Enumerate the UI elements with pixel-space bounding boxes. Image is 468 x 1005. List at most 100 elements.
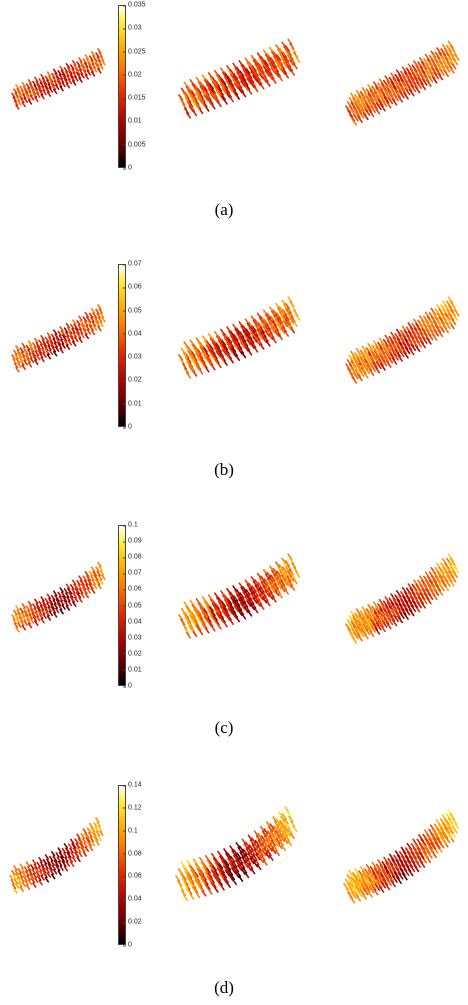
- lattice-strut: [57, 860, 63, 867]
- lattice-strut: [203, 355, 209, 362]
- lattice-strut: [207, 72, 214, 79]
- lattice-strut: [207, 888, 213, 895]
- lattice-strut: [192, 615, 198, 623]
- caption-b: (b): [214, 460, 234, 479]
- lattice-strut: [53, 603, 59, 610]
- lattice-strut: [289, 59, 295, 66]
- lattice-strut: [78, 328, 84, 335]
- lattice-strut: [86, 69, 91, 76]
- lattice-strut: [246, 583, 252, 591]
- lattice-strut: [404, 607, 411, 616]
- lattice-strut: [257, 338, 263, 346]
- lattice-strut: [77, 65, 82, 71]
- lattice-strut: [285, 834, 291, 842]
- lattice-strut: [286, 810, 292, 818]
- lattice-strut: [205, 866, 211, 874]
- lattice-strut: [67, 843, 73, 850]
- lattice-strut: [383, 354, 390, 363]
- lattice-strut: [445, 822, 452, 831]
- colorbar-tick-label: 0.07: [123, 260, 142, 268]
- lattice-strut: [281, 41, 287, 48]
- lattice-strut: [427, 332, 434, 341]
- beam-view-left-d: [9, 817, 104, 894]
- lattice-strut: [87, 320, 92, 326]
- lattice-strut: [56, 856, 62, 863]
- lattice-strut: [259, 343, 265, 350]
- lattice-strut: [25, 861, 31, 868]
- lattice-strut: [74, 327, 79, 334]
- lattice-strut: [55, 598, 61, 605]
- lattice-strut: [254, 858, 260, 866]
- lattice-strut: [442, 575, 449, 583]
- lattice-strut: [268, 576, 274, 583]
- lattice-strut: [221, 610, 227, 617]
- lattice-strut: [64, 70, 70, 77]
- lattice-strut: [254, 579, 260, 586]
- lattice-strut: [78, 315, 83, 322]
- lattice-strut: [33, 863, 38, 870]
- lattice-strut: [22, 346, 28, 353]
- lattice-strut: [185, 605, 191, 613]
- lattice-strut: [85, 575, 91, 581]
- lattice-strut: [250, 326, 256, 334]
- lattice-strut: [278, 811, 284, 818]
- lattice-strut: [188, 610, 195, 618]
- lattice-strut: [367, 618, 374, 627]
- lattice-strut: [38, 350, 43, 356]
- lattice-strut: [268, 322, 274, 330]
- lattice-strut: [14, 613, 19, 620]
- lattice-strut: [281, 557, 287, 565]
- lattice-strut: [244, 318, 250, 326]
- lattice-strut: [69, 584, 75, 590]
- lattice-strut: [264, 53, 270, 61]
- lattice-strut: [191, 99, 197, 106]
- lattice-strut: [390, 331, 397, 340]
- lattice-strut: [274, 572, 280, 579]
- lattice-strut: [272, 816, 278, 823]
- lattice-strut: [235, 841, 241, 849]
- lattice-strut: [427, 74, 434, 83]
- lattice-strut: [429, 588, 435, 596]
- lattice-strut: [220, 67, 226, 75]
- lattice-strut: [402, 341, 408, 349]
- lattice-strut: [186, 875, 192, 883]
- lattice-strut: [186, 372, 192, 379]
- lattice-strut: [412, 847, 419, 855]
- caption-c: (c): [214, 718, 234, 737]
- lattice-strut: [351, 891, 357, 899]
- lattice-strut: [270, 67, 276, 74]
- lattice-strut: [38, 600, 43, 607]
- lattice-strut: [360, 625, 367, 633]
- lattice-strut: [14, 92, 19, 98]
- lattice-strut: [440, 579, 447, 588]
- lattice-strut: [261, 331, 267, 338]
- lattice-strut: [68, 70, 73, 77]
- lattice-strut: [269, 565, 275, 572]
- lattice-strut: [446, 317, 453, 325]
- lattice-strut: [270, 56, 276, 64]
- lattice-strut: [188, 864, 194, 872]
- lattice-strut: [52, 855, 57, 862]
- lattice-strut: [36, 615, 41, 622]
- lattice-strut: [404, 87, 411, 96]
- lattice-strut: [209, 92, 215, 99]
- lattice-strut: [284, 559, 290, 567]
- lattice-strut: [32, 859, 37, 866]
- lattice-strut: [428, 846, 435, 855]
- lattice-strut: [395, 858, 402, 867]
- lattice-strut: [379, 352, 385, 361]
- lattice-strut: [421, 336, 428, 345]
- lattice-strut: [189, 893, 195, 900]
- lattice-strut: [251, 837, 257, 845]
- lattice-strut: [186, 859, 192, 867]
- lattice-strut: [201, 878, 208, 885]
- lattice-strut: [41, 347, 46, 354]
- lattice-strut: [272, 567, 278, 575]
- lattice-strut: [283, 320, 289, 328]
- lattice-strut: [95, 52, 100, 58]
- lattice-strut: [197, 81, 203, 88]
- lattice-strut: [254, 584, 260, 592]
- lattice-strut: [19, 85, 24, 92]
- lattice-strut: [20, 876, 25, 883]
- lattice-strut: [345, 623, 351, 631]
